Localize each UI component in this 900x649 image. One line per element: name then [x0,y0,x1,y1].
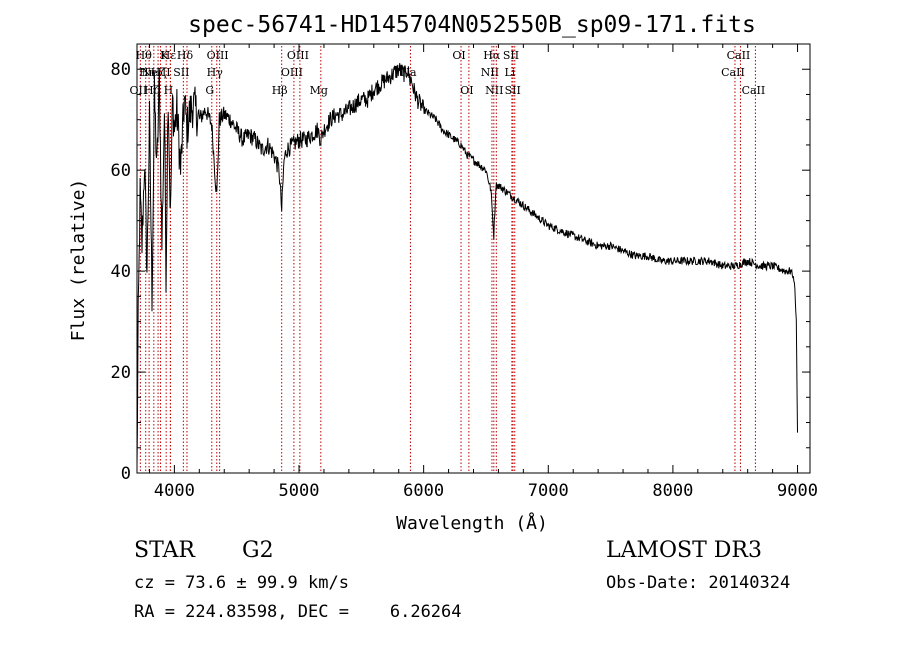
line-marker-label: Hα [483,49,501,62]
spectrum-line [136,63,798,467]
line-marker-label: OIII [207,49,229,62]
survey-label: LAMOST DR3 [606,538,762,563]
line-marker-label: Hγ [207,66,224,79]
line-marker-label: CaII [721,66,745,79]
coordinates-readout: RA = 224.83598, DEC = 6.26264 [134,602,462,622]
series-layer [136,63,798,467]
line-marker-label: Hζ [151,66,167,79]
line-marker-label: H [164,84,174,97]
x-tick-label: 4000 [154,481,195,501]
line-marker-label: NeIII [141,66,170,79]
x-axis-label: Wavelength (Å) [396,512,548,534]
x-tick-label: 9000 [777,481,818,501]
line-marker-label: SII [173,66,189,79]
y-tick-label: 20 [111,363,131,383]
line-marker-label: Hδ [177,49,194,62]
classification-label: STAR [134,538,195,563]
obs-date-readout: Obs-Date: 20140324 [606,573,791,593]
line-marker-label: OIII [287,49,309,62]
line-marker-label: SII [503,49,519,62]
line-marker-label: NII [485,84,503,97]
y-tick-label: 60 [111,161,131,181]
x-tick-label: 8000 [652,481,693,501]
line-marker-label: Hζ [144,84,160,97]
line-marker-label: SII [505,84,521,97]
chart-title: spec-56741-HD145704N052550B_sp09-171.fit… [188,12,756,38]
x-tick-label: 6000 [403,481,444,501]
line-marker-label: OIII [281,66,303,79]
x-tick-label: 5000 [279,481,320,501]
line-marker-label: OII [130,84,148,97]
line-marker-label: G [205,84,214,97]
line-marker-label: Hβ [272,84,288,97]
line-marker-label: OI [460,84,473,97]
y-axis-label: Flux (relative) [68,179,89,342]
line-marker-label: CaII [727,49,751,62]
y-tick-label: 80 [111,60,131,80]
line-marker-label: Hε [161,49,177,62]
line-marker-label: NII [481,66,499,79]
y-tick-label: 0 [121,464,131,484]
x-axis: 4000 5000 6000 7000 8000 9000 [148,44,818,501]
line-marker-label: Hθ [136,49,153,62]
line-marker-label: K [160,49,169,62]
redshift-readout: cz = 73.6 ± 99.9 km/s [134,573,349,593]
x-tick-label: 7000 [528,481,569,501]
line-marker-label: Mg [310,84,328,97]
y-axis: 0 20 40 60 80 [111,43,810,484]
subclass-label: G2 [242,538,274,563]
line-marker-label: Li [504,66,515,79]
y-tick-label: 40 [111,262,131,282]
line-marker-label: CaII [742,84,766,97]
line-marker-label: OI [452,49,465,62]
